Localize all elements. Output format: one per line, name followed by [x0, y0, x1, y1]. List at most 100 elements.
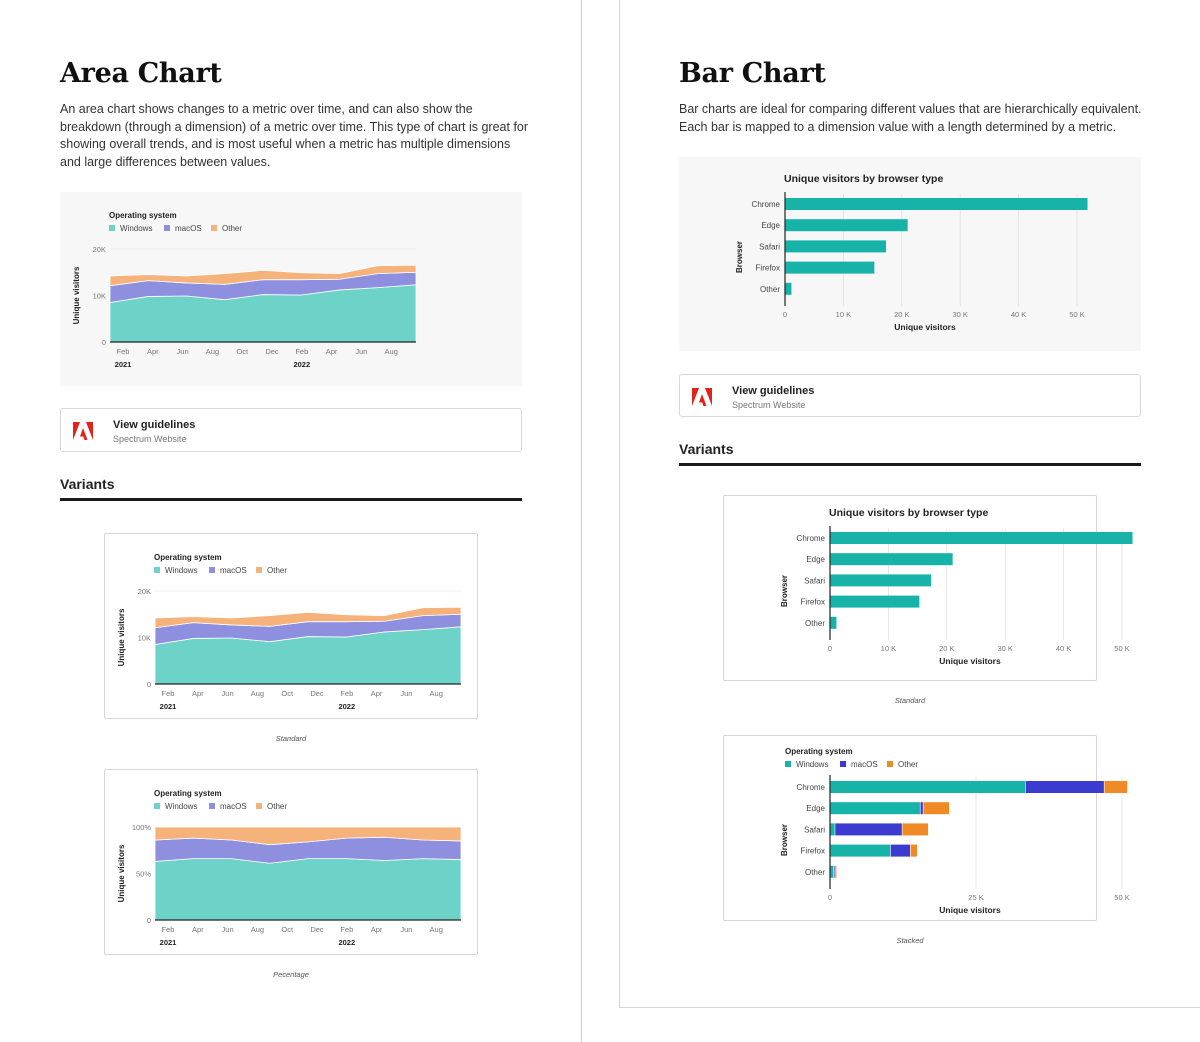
y-tick-label: 10K [93, 292, 106, 301]
x-tick-label: Aug [430, 925, 443, 934]
category-label: Other [760, 285, 780, 294]
category-label: Chrome [797, 783, 826, 792]
legend-title: Operating system [109, 211, 177, 220]
area-variant-percentage-card: Operating system Windows macOS Other 0 50% 100… [104, 769, 478, 955]
bar-segment-windows [830, 802, 920, 815]
x-tick-label: 25 K [968, 893, 983, 902]
legend-swatch [785, 761, 791, 767]
bar-variant-stacked-card: Operating system Windows macOS Other Browser… [723, 735, 1130, 921]
category-label: Safari [804, 825, 825, 834]
x-tick-label: Jun [177, 347, 189, 356]
area-section-title: Area Chart [60, 58, 222, 89]
x-tick-label: 30 K [997, 644, 1012, 653]
x-tick-label: 40 K [1011, 310, 1026, 319]
variant-caption-standard: Standard [275, 734, 307, 743]
legend-swatch [256, 567, 262, 573]
legend-swatch [209, 803, 215, 809]
bar-chart-standard: Unique visitors by browser type Browser Ch… [780, 507, 1133, 666]
x-tick-label: 10 K [836, 310, 851, 319]
bar-segment-macos [920, 802, 923, 815]
area-chart-percentage: Operating system Windows macOS Other 0 50% 100… [117, 789, 462, 947]
y-tick-label: 20K [138, 587, 151, 596]
x-tick-label: Feb [340, 925, 353, 934]
y-axis-label: Browser [735, 241, 744, 273]
legend-swatch [209, 567, 215, 573]
bar-section-title: Bar Chart [679, 58, 826, 89]
bar-chart-stacked: Operating system Windows macOS Other Browser… [780, 747, 1130, 915]
bar-segment-windows [830, 844, 891, 857]
x-tick-label: Apr [371, 689, 383, 698]
category-label: Edge [806, 804, 825, 813]
legend-label-other: Other [222, 224, 242, 233]
legend-swatch [256, 803, 262, 809]
legend-swatch [154, 803, 160, 809]
area-variants-heading: Variants [60, 476, 115, 492]
x-year-label: 2021 [160, 702, 177, 711]
x-tick-label: 20 K [894, 310, 909, 319]
chart-title: Unique visitors by browser type [829, 507, 988, 519]
x-tick-label: Apr [192, 689, 204, 698]
category-label: Other [805, 868, 825, 877]
page-divider [581, 0, 582, 1042]
bar-segment-windows [830, 781, 1026, 793]
x-year-label: 2022 [338, 938, 355, 947]
x-tick-label: 0 [828, 644, 832, 653]
x-tick-label: 0 [828, 893, 832, 902]
bar [830, 574, 932, 587]
variant-caption-bar-standard: Standard [894, 696, 926, 705]
bar-variants-heading: Variants [679, 441, 734, 457]
area-variant-standard-card: Operating system Windows macOS Other 0 10K 20K… [104, 533, 478, 719]
bar-chart: Unique visitors by browser type Browser Ch… [735, 173, 1088, 332]
category-label: Firefox [801, 847, 825, 856]
x-tick-label: Jun [400, 925, 412, 934]
category-label: Safari [804, 576, 825, 585]
x-tick-label: Dec [265, 347, 279, 356]
chart-title: Unique visitors by browser type [784, 173, 943, 185]
category-label: Edge [761, 221, 780, 230]
bar-segment-other [902, 823, 929, 836]
x-tick-label: Feb [162, 689, 175, 698]
legend-swatch [840, 761, 846, 767]
x-tick-label: Aug [385, 347, 398, 356]
x-tick-label: 20 K [939, 644, 954, 653]
x-tick-label: Dec [310, 925, 324, 934]
legend-swatch [211, 225, 217, 231]
x-tick-label: 30 K [952, 310, 967, 319]
legend-swatch [164, 225, 170, 231]
x-tick-label: Feb [162, 925, 175, 934]
x-tick-label: Oct [236, 347, 249, 356]
y-tick-label: 100% [132, 823, 152, 832]
bar-section-description: Bar charts are ideal for comparing diffe… [679, 102, 1142, 134]
bar-guidelines-card[interactable]: View guidelines Spectrum Website [679, 374, 1141, 417]
bar [830, 616, 837, 629]
bar-segment-other [1104, 781, 1128, 793]
y-tick-label: 0 [147, 680, 151, 689]
x-year-label: 2022 [338, 702, 355, 711]
area-series-other [154, 826, 462, 846]
category-label: Edge [806, 555, 825, 564]
x-tick-label: 50 K [1114, 893, 1129, 902]
legend-label-other: Other [267, 566, 287, 575]
bar-chart-panel [619, 0, 1200, 1008]
bar-segment-macos [834, 865, 835, 878]
category-label: Chrome [797, 534, 826, 543]
y-axis-label: Unique visitors [117, 844, 126, 902]
category-label: Chrome [752, 200, 781, 209]
bar-segment-other [923, 802, 950, 815]
bar [785, 198, 1088, 210]
legend-label-other: Other [267, 802, 287, 811]
bar [830, 595, 920, 608]
legend-title: Operating system [154, 789, 222, 798]
x-tick-label: 50 K [1114, 644, 1129, 653]
category-label: Safari [759, 242, 780, 251]
legend-swatch [154, 567, 160, 573]
legend-swatch [887, 761, 893, 767]
y-axis-label: Unique visitors [72, 266, 81, 324]
x-tick-label: Apr [147, 347, 159, 356]
x-tick-label: 10 K [881, 644, 896, 653]
x-tick-label: 0 [783, 310, 787, 319]
legend-label-macos: macOS [175, 224, 202, 233]
bar-segment-macos [835, 823, 902, 836]
area-guidelines-card[interactable]: View guidelines Spectrum Website [60, 408, 522, 452]
x-tick-label: Feb [340, 689, 353, 698]
